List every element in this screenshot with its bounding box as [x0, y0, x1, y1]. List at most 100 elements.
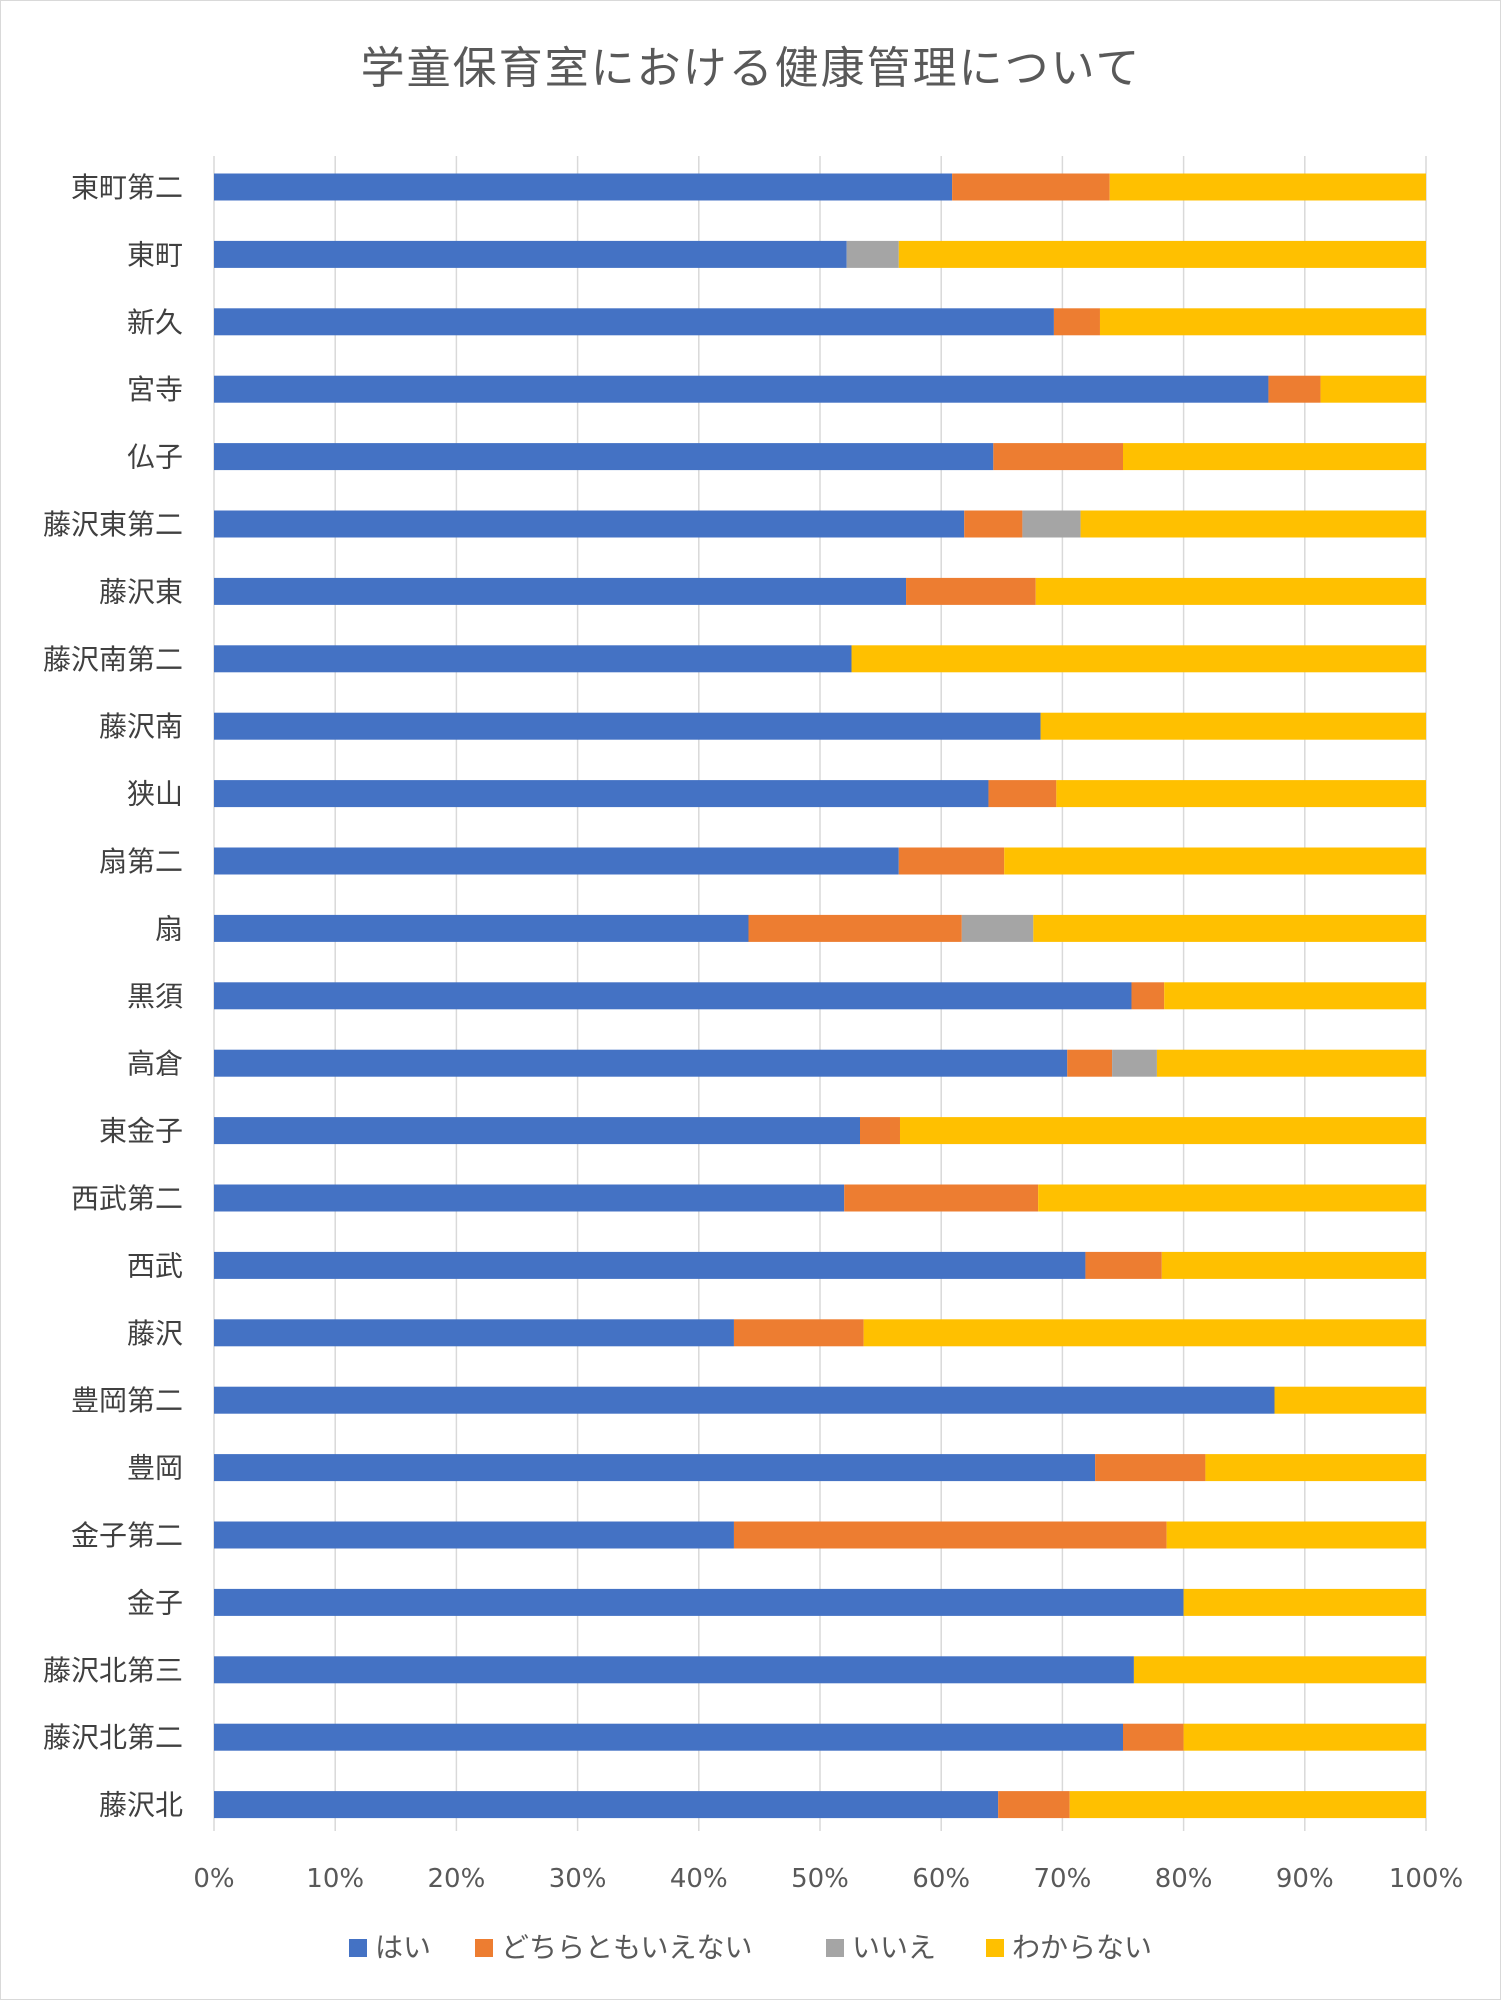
- legend-label: わからない: [1012, 1931, 1152, 1964]
- bar-segment: [214, 712, 1041, 740]
- bar-segment: [733, 1521, 1167, 1549]
- bar-segment: [1131, 982, 1165, 1010]
- bar-segment: [1109, 173, 1426, 201]
- bar-segment: [214, 1319, 734, 1347]
- bar-segment: [1164, 982, 1426, 1010]
- legend-swatch: [475, 1939, 493, 1957]
- legend-label: はい: [375, 1931, 431, 1964]
- bar-segment: [214, 780, 989, 808]
- bar-segment: [214, 1454, 1096, 1482]
- bar-segment: [214, 1656, 1134, 1684]
- x-tick-label: 60%: [912, 1864, 970, 1894]
- x-tick-label: 80%: [1155, 1864, 1213, 1894]
- bar-segment: [214, 1184, 845, 1212]
- category-label: 藤沢東第二: [43, 508, 183, 541]
- bar-segment: [1056, 780, 1426, 808]
- bar-segment: [1035, 577, 1426, 605]
- bar-segment: [733, 1319, 864, 1347]
- chart-title: 学童保育室における健康管理について: [361, 43, 1142, 94]
- bars: [214, 173, 1426, 1819]
- bar-segment: [1085, 1251, 1162, 1279]
- category-label: 藤沢北第三: [43, 1654, 183, 1687]
- x-tick-label: 40%: [670, 1864, 728, 1894]
- bar-segment: [899, 1117, 1426, 1145]
- category-label: 宮寺: [127, 373, 183, 406]
- bar-segment: [906, 577, 1036, 605]
- bar-segment: [1067, 1049, 1113, 1077]
- bar-segment: [1183, 1723, 1426, 1751]
- bar-segment: [214, 1588, 1184, 1616]
- category-label: 東町: [127, 238, 183, 271]
- bar-segment: [1038, 1184, 1426, 1212]
- bar-segment: [214, 443, 994, 471]
- bar-segment: [993, 443, 1123, 471]
- category-label: 豊岡第二: [71, 1384, 183, 1417]
- bar-segment: [988, 780, 1057, 808]
- bar-segment: [214, 240, 847, 268]
- bar-segment: [1133, 1656, 1426, 1684]
- legend-label: いいえ: [852, 1931, 936, 1964]
- x-tick-label: 10%: [306, 1864, 364, 1894]
- category-label: 西武第二: [71, 1182, 183, 1215]
- category-label: 扇: [155, 912, 183, 945]
- x-tick-label: 100%: [1389, 1864, 1463, 1894]
- bar-segment: [1080, 510, 1426, 538]
- bar-segment: [998, 1791, 1070, 1819]
- category-label: 藤沢: [127, 1317, 183, 1350]
- bar-segment: [214, 1117, 860, 1145]
- x-tick-label: 20%: [428, 1864, 486, 1894]
- category-label: 西武: [127, 1249, 183, 1282]
- bar-segment: [214, 1791, 999, 1819]
- x-tick-label: 90%: [1276, 1864, 1334, 1894]
- bar-segment: [214, 982, 1132, 1010]
- legend-swatch: [986, 1939, 1004, 1957]
- bar-segment: [952, 173, 1110, 201]
- bar-segment: [214, 847, 899, 875]
- bar-segment: [1033, 914, 1426, 942]
- bar-segment: [1069, 1791, 1426, 1819]
- category-label: 藤沢北: [99, 1789, 183, 1822]
- bar-segment: [214, 1049, 1068, 1077]
- bar-segment: [1022, 510, 1081, 538]
- bar-segment: [1099, 308, 1426, 336]
- bar-segment: [748, 914, 962, 942]
- x-tick-labels: 0% 10% 20% 30% 40% 50% 60% 70% 80% 90% 100%: [193, 1864, 1463, 1894]
- category-label: 豊岡: [127, 1452, 183, 1485]
- bar-segment: [851, 645, 1426, 673]
- category-label: 仏子: [127, 441, 183, 474]
- category-label: 藤沢北第二: [43, 1721, 183, 1754]
- x-tick-label: 70%: [1034, 1864, 1092, 1894]
- bar-segment: [1040, 712, 1426, 740]
- bar-segment: [1274, 1386, 1426, 1414]
- bar-segment: [214, 1723, 1123, 1751]
- x-tick-label: 50%: [791, 1864, 849, 1894]
- category-label: 藤沢南第二: [43, 643, 183, 676]
- bar-segment: [1166, 1521, 1426, 1549]
- category-label: 狭山: [127, 778, 183, 811]
- category-label: 東町第二: [71, 171, 183, 204]
- category-label: 高倉: [127, 1047, 183, 1080]
- bar-segment: [859, 1117, 900, 1145]
- bar-segment: [898, 240, 1426, 268]
- category-label: 東金子: [99, 1115, 183, 1148]
- bar-segment: [1123, 443, 1426, 471]
- bar-segment: [961, 914, 1034, 942]
- bar-segment: [964, 510, 1023, 538]
- bar-segment: [1004, 847, 1426, 875]
- bar-segment: [1268, 375, 1321, 403]
- bar-segment: [1161, 1251, 1426, 1279]
- category-label: 金子: [127, 1586, 183, 1619]
- bar-segment: [1156, 1049, 1426, 1077]
- bar-segment: [214, 510, 965, 538]
- bar-segment: [846, 240, 899, 268]
- bar-segment: [214, 308, 1054, 336]
- legend-swatch: [349, 1939, 367, 1957]
- bar-segment: [1123, 1723, 1184, 1751]
- bar-segment: [898, 847, 1005, 875]
- bar-segment: [1112, 1049, 1157, 1077]
- category-label: 藤沢東: [99, 575, 183, 608]
- legend-label: どちらともいえない: [501, 1931, 752, 1964]
- category-label: 黒須: [127, 980, 183, 1013]
